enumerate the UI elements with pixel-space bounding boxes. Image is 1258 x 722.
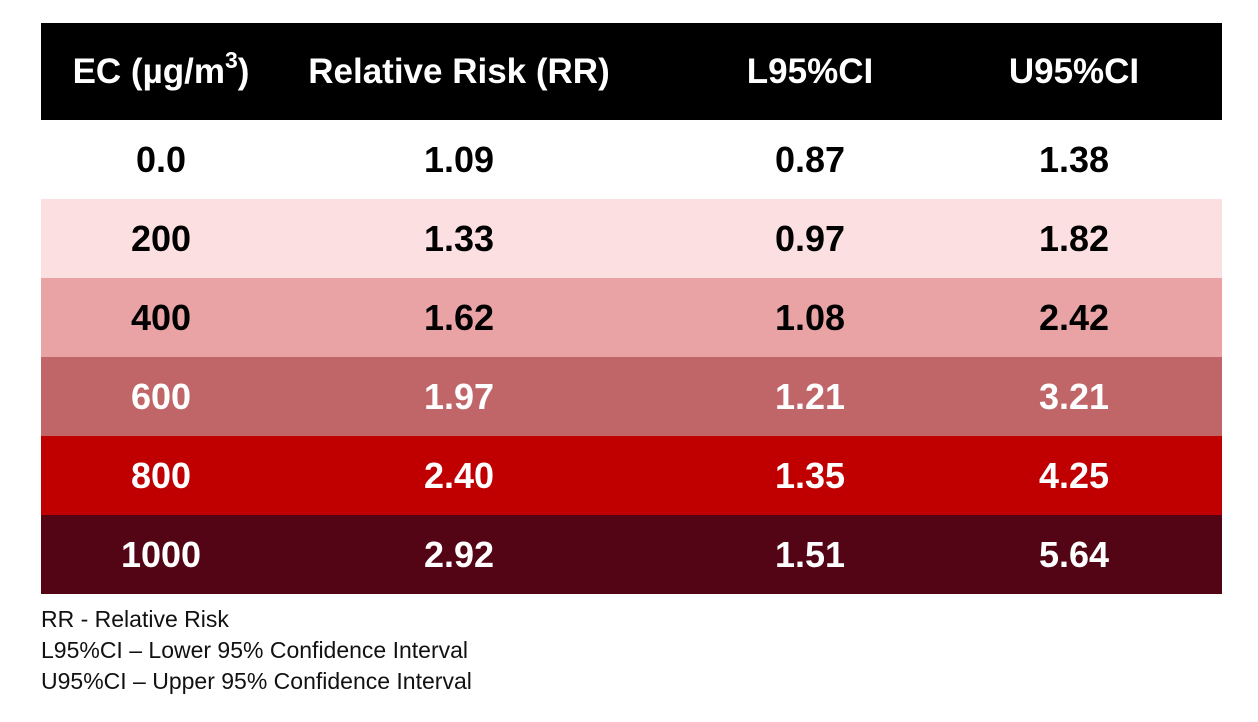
cell-u95: 2.42 [1038, 296, 1110, 338]
footnotes: RR - Relative Risk L95%CI – Lower 95% Co… [41, 604, 472, 697]
cell-u95: 1.82 [1038, 217, 1110, 259]
cell-u95: 1.38 [1038, 138, 1110, 180]
header-ec-close: ) [237, 51, 250, 91]
cell-l95: 1.08 [774, 296, 846, 338]
cell-l95: 1.21 [774, 375, 846, 417]
cell-ec: 400 [130, 296, 192, 338]
cell-u95: 3.21 [1038, 375, 1110, 417]
cell-ec: 600 [130, 375, 192, 417]
cell-l95: 0.87 [774, 138, 846, 180]
footnote-rr: RR - Relative Risk [41, 606, 229, 632]
table-row: 600 1.97 1.21 3.21 [41, 357, 1222, 436]
cell-ec: 800 [130, 454, 192, 496]
cell-ec: 1000 [120, 533, 202, 575]
table-row: 200 1.33 0.97 1.82 [41, 199, 1222, 278]
cell-rr: 2.40 [423, 454, 495, 496]
cell-l95: 0.97 [774, 217, 846, 259]
cell-rr: 1.09 [423, 138, 495, 180]
cell-rr: 1.62 [423, 296, 495, 338]
cell-l95: 1.35 [774, 454, 846, 496]
header-u95: U95%CI [1008, 51, 1140, 91]
cell-u95: 4.25 [1038, 454, 1110, 496]
cell-rr: 1.97 [423, 375, 495, 417]
cell-ec: 0.0 [135, 138, 187, 180]
table-row: 400 1.62 1.08 2.42 [41, 278, 1222, 357]
header-ec-label: EC (µg/m [72, 51, 225, 91]
footnote-u95: U95%CI – Upper 95% Confidence Interval [41, 668, 472, 694]
cell-ec: 200 [130, 217, 192, 259]
table-row: 0.0 1.09 0.87 1.38 [41, 120, 1222, 199]
cell-u95: 5.64 [1038, 533, 1110, 575]
header-ec: EC (µg/m 3) [41, 23, 281, 120]
risk-table: EC (µg/m 3) Relative Risk (RR) L95%CI U95… [41, 23, 1222, 594]
header-l95: L95%CI [746, 51, 874, 91]
cell-rr: 1.33 [423, 217, 495, 259]
table-row: 1000 2.92 1.51 5.64 [41, 515, 1222, 594]
table-header: EC (µg/m 3) Relative Risk (RR) L95%CI U95… [41, 23, 1222, 120]
cell-l95: 1.51 [774, 533, 846, 575]
header-ec-superscript: 3 [224, 47, 238, 73]
cell-rr: 2.92 [423, 533, 495, 575]
footnote-l95: L95%CI – Lower 95% Confidence Interval [41, 637, 469, 663]
header-rr: Relative Risk (RR) [308, 51, 610, 91]
table-row: 800 2.40 1.35 4.25 [41, 436, 1222, 515]
